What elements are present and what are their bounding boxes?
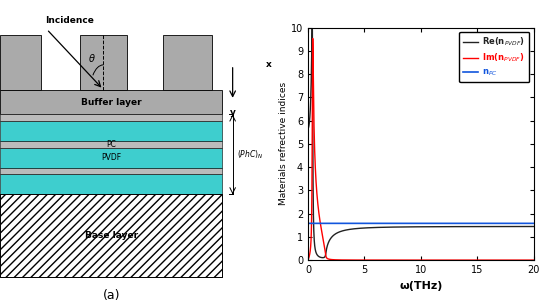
Re(n$_{PVDF}$) [401, 225, 408, 229]
Text: (a): (a) [102, 289, 120, 302]
Text: PC: PC [106, 140, 116, 149]
n$_{PC}$ [530, 222, 537, 225]
Re(n$_{PVDF}$) [305, 126, 311, 130]
n$_{PC}$ [344, 222, 350, 225]
Legend: Re(n$_{PVDF}$), Im(n$_{PVDF}$), n$_{PC}$: Re(n$_{PVDF}$), Im(n$_{PVDF}$), n$_{PC}$ [459, 32, 529, 82]
Re(n$_{PVDF}$) [331, 233, 337, 237]
Re(n$_{PVDF}$) [320, 256, 326, 259]
n$_{PC}$ [401, 222, 408, 225]
Re(n$_{PVDF}$) [344, 228, 350, 232]
Re(n$_{PVDF}$) [530, 225, 537, 228]
Im(n$_{PVDF}$) [331, 258, 337, 262]
Text: Incidence: Incidence [45, 16, 94, 25]
Re(n$_{PVDF}$) [309, 26, 315, 29]
Text: Base layer: Base layer [85, 231, 138, 240]
Bar [0, 174, 222, 194]
Text: x: x [266, 60, 272, 69]
X-axis label: ω(THz): ω(THz) [399, 281, 442, 290]
Bar [0, 114, 222, 121]
Line: Im(n$_{PVDF}$): Im(n$_{PVDF}$) [308, 39, 534, 260]
Re(n$_{PVDF}$) [392, 225, 398, 229]
Text: y: y [230, 107, 235, 117]
Im(n$_{PVDF}$) [401, 258, 408, 262]
Im(n$_{PVDF}$) [502, 258, 508, 262]
Bar [0, 35, 41, 90]
Bar [0, 194, 222, 277]
Text: $(PhC)_N$: $(PhC)_N$ [236, 148, 263, 161]
Bar [0, 148, 222, 168]
Bar [0, 90, 222, 114]
Y-axis label: Materials refrective indices: Materials refrective indices [279, 82, 288, 205]
Text: $\theta$: $\theta$ [88, 52, 96, 64]
Line: Re(n$_{PVDF}$): Re(n$_{PVDF}$) [308, 28, 534, 258]
Re(n$_{PVDF}$) [502, 225, 508, 228]
Bar [163, 35, 212, 90]
n$_{PC}$ [391, 222, 398, 225]
Im(n$_{PVDF}$) [310, 37, 316, 40]
Im(n$_{PVDF}$) [344, 258, 350, 262]
n$_{PC}$ [305, 222, 311, 225]
Bar [0, 194, 222, 277]
n$_{PC}$ [331, 222, 337, 225]
Bar [0, 121, 222, 141]
Im(n$_{PVDF}$) [526, 258, 532, 262]
Text: Buffer layer: Buffer layer [81, 98, 141, 106]
Text: PVDF: PVDF [101, 153, 121, 162]
n$_{PC}$ [502, 222, 508, 225]
Im(n$_{PVDF}$) [305, 258, 311, 262]
Im(n$_{PVDF}$) [530, 258, 537, 262]
Re(n$_{PVDF}$) [526, 225, 532, 228]
Bar [0, 141, 222, 148]
Bar [0, 168, 222, 174]
Bar [80, 35, 126, 90]
n$_{PC}$ [526, 222, 532, 225]
Im(n$_{PVDF}$) [391, 258, 398, 262]
